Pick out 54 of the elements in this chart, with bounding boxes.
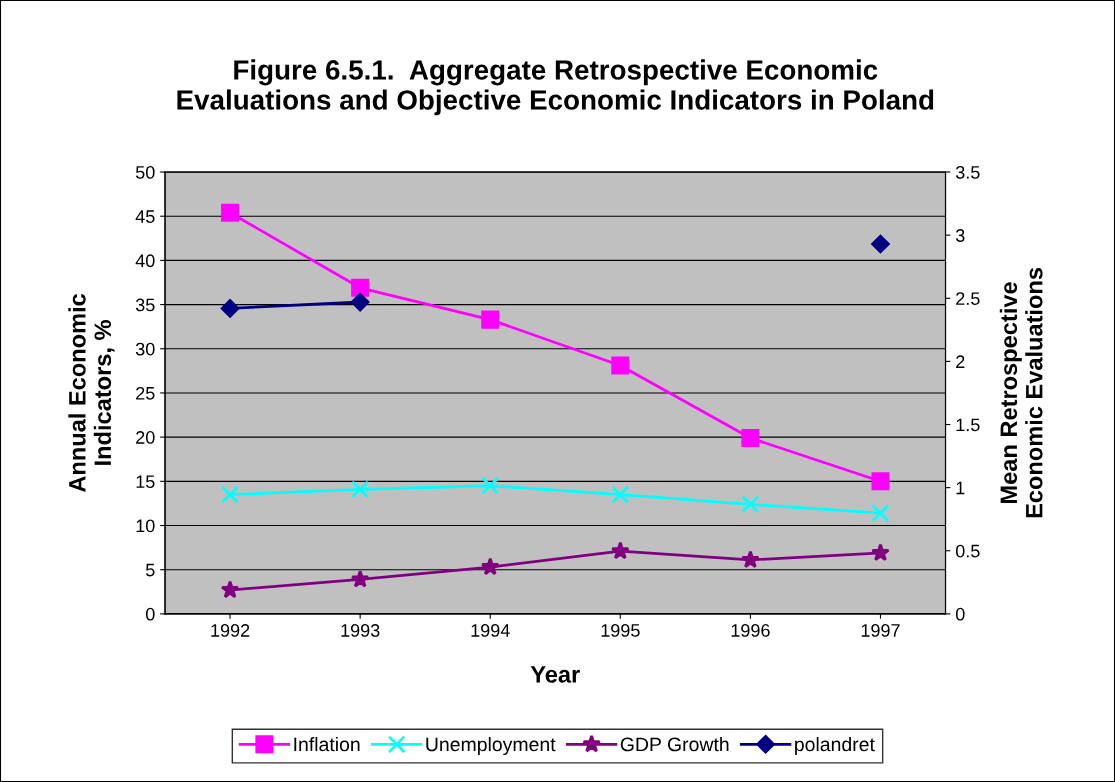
point (871, 472, 890, 491)
legend-label: Unemployment (426, 736, 556, 756)
x-tick-label: 1996 (731, 624, 770, 637)
point (221, 485, 240, 504)
point (221, 203, 240, 222)
y-tick-label: 50 (135, 165, 155, 179)
y-tick-label: 40 (135, 254, 155, 268)
point (741, 428, 760, 448)
point (611, 356, 630, 375)
y2-tick-label: 1.5 (956, 418, 980, 432)
y-tick-label: 25 (136, 386, 155, 400)
y2-tick-label: 0 (955, 607, 965, 621)
y-tick-label: 0 (145, 607, 155, 621)
y-tick-label: 20 (136, 431, 155, 444)
y-tick-label: 10 (136, 519, 155, 533)
legend-label: Inflation (294, 736, 360, 752)
x-tick-label: 1993 (341, 624, 380, 637)
y2-axis-title: Mean Retrospective Economic Evaluations (999, 267, 1043, 518)
x-tick-label: 1992 (211, 624, 250, 637)
point (220, 299, 240, 318)
point (350, 569, 370, 588)
y2-tick-label: 3.5 (955, 165, 980, 179)
point (480, 557, 500, 576)
y2-tick-label: 0.5 (955, 544, 980, 558)
point (220, 580, 240, 599)
point (611, 485, 630, 504)
point (351, 278, 370, 297)
y-tick-label: 45 (135, 210, 155, 223)
y-tick-label: 15 (136, 475, 155, 489)
point (481, 476, 500, 495)
y-tick-label: 30 (135, 342, 155, 356)
x-tick-label: 1995 (601, 624, 640, 637)
point (741, 495, 760, 514)
y-tick-label: 35 (135, 298, 155, 312)
x-tick-label: 1997 (861, 624, 900, 637)
point (741, 550, 760, 569)
point (871, 234, 890, 254)
y2-tick-label: 3 (955, 229, 965, 242)
x-tick-label: 1994 (471, 624, 510, 637)
point (481, 310, 500, 329)
point (611, 541, 630, 560)
point (871, 504, 890, 523)
y2-tick-label: 1 (956, 481, 965, 495)
chart-title: Figure 6.5.1. Aggregate Retrospective Economic Evaluations and Objective Economic Indicators in Poland (177, 59, 934, 116)
point (351, 480, 370, 499)
point (350, 292, 370, 312)
x-axis-title: Year (530, 666, 580, 683)
legend-label: GDP Growth (620, 736, 729, 752)
y2-tick-label: 2.5 (956, 292, 980, 305)
point (871, 543, 890, 562)
y-tick-label: 5 (145, 563, 155, 577)
legend-label: polandret (795, 736, 875, 756)
y-axis-title: Annual Economic Indicators, % (68, 293, 115, 493)
y2-tick-label: 2 (956, 355, 965, 368)
